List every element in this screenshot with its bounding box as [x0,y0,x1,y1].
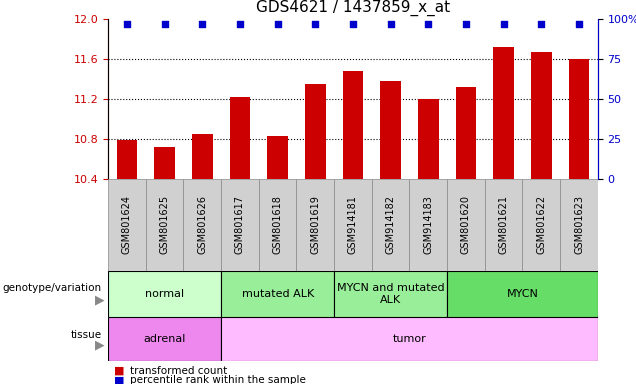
Text: GSM914182: GSM914182 [385,195,396,254]
Point [423,21,433,27]
Point [499,21,509,27]
Bar [380,81,401,179]
Bar [108,271,221,317]
Text: transformed count: transformed count [130,366,228,376]
Text: GSM801617: GSM801617 [235,195,245,254]
Bar [418,99,439,179]
Point [235,21,245,27]
Bar [560,179,598,271]
Bar [108,317,221,361]
Point [197,21,207,27]
Bar [447,179,485,271]
Text: mutated ALK: mutated ALK [242,289,314,299]
Text: GSM914181: GSM914181 [348,195,358,254]
Text: GSM801618: GSM801618 [273,195,282,254]
Bar [108,179,146,271]
Text: GSM801621: GSM801621 [499,195,509,254]
Text: tumor: tumor [392,334,426,344]
Point [348,21,358,27]
Text: GSM801622: GSM801622 [536,195,546,254]
Bar [296,179,334,271]
Text: ■: ■ [114,375,125,384]
Bar [531,52,551,179]
Text: GSM801619: GSM801619 [310,195,321,254]
Bar [305,84,326,179]
Bar [230,97,251,179]
Text: tissue: tissue [71,330,102,340]
Bar [343,71,363,179]
Bar [116,140,137,179]
Bar [183,179,221,271]
Text: GSM801620: GSM801620 [461,195,471,254]
Text: GSM914183: GSM914183 [424,195,433,254]
Bar [155,147,175,179]
Text: ▶: ▶ [95,338,105,351]
Text: adrenal: adrenal [144,334,186,344]
Point [310,21,321,27]
Text: MYCN: MYCN [506,289,539,299]
Bar [569,59,590,179]
Bar [372,179,410,271]
Point [122,21,132,27]
Bar [192,134,212,179]
Text: percentile rank within the sample: percentile rank within the sample [130,375,307,384]
Bar [334,271,447,317]
Point [461,21,471,27]
Text: GSM801626: GSM801626 [197,195,207,254]
Text: GSM801625: GSM801625 [160,195,170,254]
Point [385,21,396,27]
Text: genotype/variation: genotype/variation [3,283,102,293]
Point [160,21,170,27]
Title: GDS4621 / 1437859_x_at: GDS4621 / 1437859_x_at [256,0,450,17]
Text: MYCN and mutated
ALK: MYCN and mutated ALK [337,283,445,305]
Bar [259,179,296,271]
Text: ■: ■ [114,366,125,376]
Point [574,21,584,27]
Bar [221,271,334,317]
Text: normal: normal [145,289,184,299]
Point [273,21,283,27]
Bar [455,87,476,179]
Bar [334,179,372,271]
Bar [447,271,598,317]
Bar [523,179,560,271]
Text: ▶: ▶ [95,293,105,306]
Text: GSM801624: GSM801624 [122,195,132,254]
Bar [485,179,523,271]
Bar [267,136,288,179]
Bar [494,47,514,179]
Point [536,21,546,27]
Bar [410,179,447,271]
Bar [221,179,259,271]
Bar [221,317,598,361]
Text: GSM801623: GSM801623 [574,195,584,254]
Bar [146,179,183,271]
